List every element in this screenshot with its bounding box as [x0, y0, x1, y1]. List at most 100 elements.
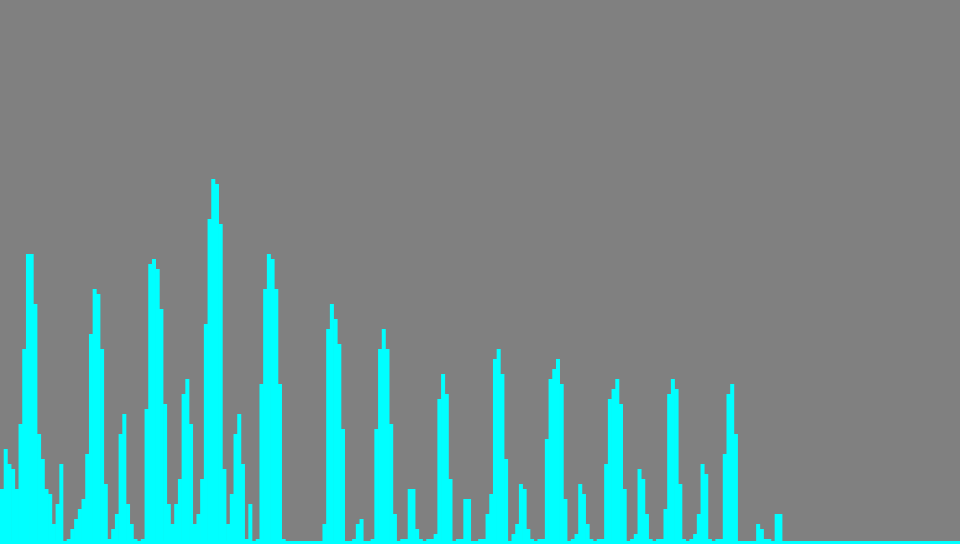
histogram-bar	[229, 494, 234, 544]
histogram-bar	[266, 254, 271, 544]
histogram-bar	[415, 529, 420, 544]
histogram-bar	[96, 294, 101, 544]
histogram-bar	[726, 394, 731, 544]
histogram-bar	[574, 534, 579, 544]
histogram-bar	[674, 389, 679, 544]
histogram-bar	[144, 409, 149, 544]
histogram-bar	[374, 429, 379, 544]
histogram-bar	[85, 454, 90, 544]
histogram-bar	[148, 264, 153, 544]
histogram-bar	[192, 524, 197, 544]
histogram-bar	[500, 374, 505, 544]
histogram-bar	[259, 384, 264, 544]
histogram-bar	[359, 519, 364, 544]
histogram-bar	[181, 394, 186, 544]
histogram-bar	[29, 254, 34, 544]
histogram-bar	[155, 269, 160, 544]
histogram-bar	[411, 489, 416, 544]
histogram-bar	[55, 504, 60, 544]
histogram-bar	[619, 404, 624, 544]
histogram-bar	[585, 524, 590, 544]
histogram-bar	[407, 489, 412, 544]
histogram-bar	[485, 514, 490, 544]
histogram-bar	[385, 349, 390, 544]
histogram-bar	[463, 499, 468, 544]
histogram-bar	[607, 399, 612, 544]
histogram-bar	[604, 464, 609, 544]
histogram-bar	[177, 479, 182, 544]
histogram-bar	[37, 434, 42, 544]
histogram-bar	[615, 379, 620, 544]
histogram-bar	[33, 304, 38, 544]
histogram-bar	[263, 289, 268, 544]
histogram-bar	[189, 424, 194, 544]
histogram-bar	[389, 424, 394, 544]
histogram-bar	[722, 454, 727, 544]
histogram-bar	[166, 504, 171, 544]
histogram-bar	[103, 484, 108, 544]
histogram-bar	[526, 529, 531, 544]
histogram-bar	[392, 514, 397, 544]
histogram-bar	[237, 414, 242, 544]
histogram-bar	[467, 499, 472, 544]
histogram-bar	[222, 469, 227, 544]
histogram-bar	[333, 319, 338, 544]
histogram-bar	[226, 524, 231, 544]
histogram-bar	[759, 529, 764, 544]
histogram-bar	[730, 384, 735, 544]
histogram-bar	[74, 519, 79, 544]
histogram-bar	[678, 484, 683, 544]
histogram-bar	[122, 414, 127, 544]
histogram-bar	[637, 469, 642, 544]
histogram-bar	[511, 534, 516, 544]
histogram-bar	[522, 489, 527, 544]
histogram-bar	[70, 529, 75, 544]
histogram-bar	[489, 494, 494, 544]
histogram-bar	[126, 504, 131, 544]
histogram-bar	[81, 499, 86, 544]
histogram-bar	[341, 429, 346, 544]
histogram-bar	[240, 464, 245, 544]
histogram-bar	[111, 529, 116, 544]
histogram-bar	[704, 474, 709, 544]
histogram-bar	[355, 524, 360, 544]
histogram-bar	[18, 424, 23, 544]
histogram-bar	[100, 349, 105, 544]
histogram-bar	[774, 514, 779, 544]
histogram-bar	[92, 289, 97, 544]
histogram-bar	[233, 434, 238, 544]
histogram-bar	[129, 524, 134, 544]
histogram-bar	[552, 369, 557, 544]
histogram-bar	[25, 254, 30, 544]
histogram-bar	[118, 434, 123, 544]
histogram-bar	[504, 459, 509, 544]
histogram-bar	[14, 489, 19, 544]
histogram-bar	[693, 534, 698, 544]
histogram-bar	[11, 469, 16, 544]
histogram-bar	[563, 499, 568, 544]
histogram-bar	[544, 439, 549, 544]
histogram-bar	[196, 514, 201, 544]
histogram-bar	[578, 484, 583, 544]
histogram-bar	[633, 534, 638, 544]
histogram-bar	[170, 524, 175, 544]
histogram-bar	[641, 479, 646, 544]
histogram-bar	[441, 374, 446, 544]
histogram-bar	[700, 464, 705, 544]
histogram-bar	[492, 359, 497, 544]
histogram-bar	[644, 514, 649, 544]
histogram-bar	[7, 464, 12, 544]
histogram-bar	[214, 184, 219, 544]
histogram-bar	[200, 479, 205, 544]
histogram-bar	[778, 514, 783, 544]
histogram-bar	[329, 304, 334, 544]
histogram-bar	[274, 289, 279, 544]
histogram-bar	[555, 359, 560, 544]
histogram-bar	[756, 524, 761, 544]
histogram-bar	[448, 479, 453, 544]
histogram-bar	[77, 509, 82, 544]
histogram-bar	[203, 324, 208, 544]
histogram-bar	[437, 399, 442, 544]
